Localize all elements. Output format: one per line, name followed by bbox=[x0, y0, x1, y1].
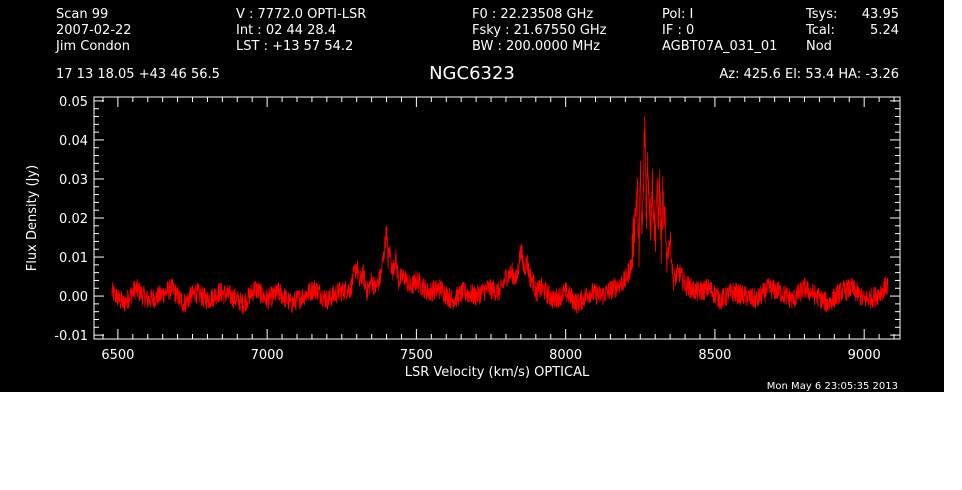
header-if: IF : 0 bbox=[662, 23, 694, 38]
y-axis-label: Flux Density (Jy) bbox=[25, 165, 40, 271]
y-tick-label: 0.05 bbox=[59, 95, 88, 110]
header-azel: Az: 425.6 El: 53.4 HA: -3.26 bbox=[719, 67, 899, 82]
header-velocity: V : 7772.0 OPTI-LSR bbox=[236, 7, 366, 22]
header-polarization: Pol: I bbox=[662, 7, 693, 22]
x-tick-label: 7000 bbox=[251, 348, 284, 363]
header-scan: Scan 99 bbox=[56, 7, 108, 22]
header-integration: Int : 02 44 28.4 bbox=[236, 23, 336, 38]
header-bandwidth: BW : 200.0000 MHz bbox=[472, 39, 600, 54]
y-tick-label: 0.02 bbox=[59, 212, 88, 227]
y-tick-label: -0.01 bbox=[54, 329, 88, 344]
header-observer: Jim Condon bbox=[55, 39, 130, 54]
chart-title: NGC6323 bbox=[429, 63, 515, 84]
header-tcal-value: 5.24 bbox=[870, 23, 899, 38]
header-tcal-label: Tcal: bbox=[805, 23, 835, 38]
y-tick-label: 0.03 bbox=[59, 173, 88, 188]
x-tick-label: 7500 bbox=[400, 348, 433, 363]
spectrum-plot: Scan 99 2007-02-22 Jim Condon V : 7772.0… bbox=[25, 7, 901, 392]
header-procedure: Nod bbox=[806, 39, 832, 54]
x-axis-label: LSR Velocity (km/s) OPTICAL bbox=[405, 365, 590, 380]
header-lst: LST : +13 57 54.2 bbox=[236, 39, 353, 54]
y-tick-label: 0.01 bbox=[59, 251, 88, 266]
header-tsys-label: Tsys: bbox=[805, 7, 837, 22]
y-tick-label: 0.04 bbox=[59, 134, 88, 149]
spectrum-plot-panel: Scan 99 2007-02-22 Jim Condon V : 7772.0… bbox=[0, 0, 944, 392]
header-sky-freq: Fsky : 21.67550 GHz bbox=[472, 23, 607, 38]
x-tick-label: 8000 bbox=[549, 348, 582, 363]
header-coordinates: 17 13 18.05 +43 46 56.5 bbox=[56, 67, 220, 82]
spectrum-trace bbox=[111, 115, 889, 315]
x-tick-label: 9000 bbox=[848, 348, 881, 363]
axis-ticks: 6500 7000 7500 8000 8500 9000 -0.01 0.00 0.01 0.0… bbox=[54, 95, 900, 363]
x-tick-label: 8500 bbox=[698, 348, 731, 363]
header-date: 2007-02-22 bbox=[56, 23, 132, 38]
header-rest-freq: F0 : 22.23508 GHz bbox=[472, 7, 593, 22]
plot-frame bbox=[93, 96, 901, 340]
y-tick-label: 0.00 bbox=[59, 290, 88, 305]
footer-timestamp: Mon May 6 23:05:35 2013 bbox=[767, 381, 898, 392]
x-tick-label: 6500 bbox=[101, 348, 134, 363]
spectrum-trace-group bbox=[111, 115, 889, 315]
header-project: AGBT07A_031_01 bbox=[662, 39, 777, 54]
header-tsys-value: 43.95 bbox=[862, 7, 899, 22]
